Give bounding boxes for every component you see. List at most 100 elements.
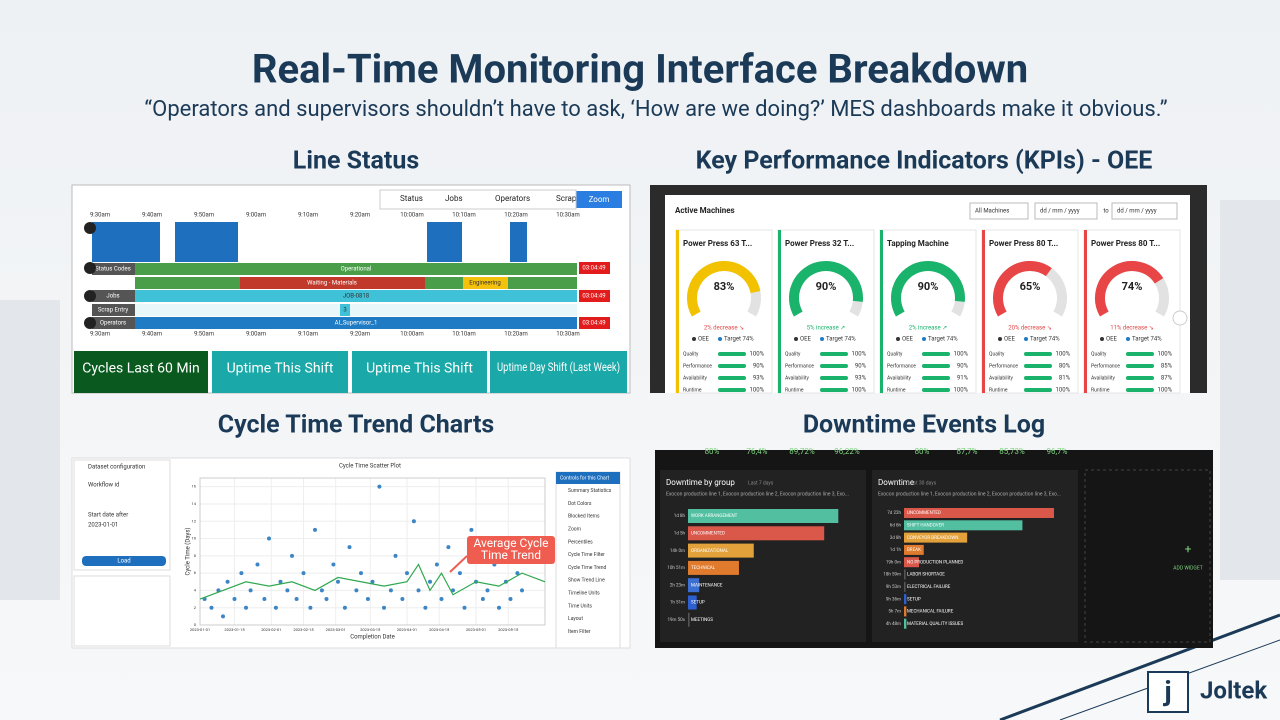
metric-value: 100% [851,351,866,358]
point [382,605,386,610]
dropdown[interactable] [969,202,1029,220]
time-label: 9:50am [194,212,214,219]
top-metric: 76,4% [747,447,768,456]
x-tick-label: 2023-01-01 [190,627,210,632]
zoom-button[interactable] [576,191,622,208]
time-label: 10:00am [400,331,423,338]
point [411,519,416,524]
metric-bar [1126,388,1154,392]
metric-name: Quality [887,351,903,357]
accent-line [999,613,1280,720]
bg-shape [1220,200,1280,580]
date-input[interactable] [1034,202,1098,220]
control-item: Cycle Time Trend [568,565,606,571]
metric-name: Quality [785,351,801,357]
point [255,562,260,567]
row-label: Status Codes [95,266,131,273]
legend: Target 74% [826,336,856,343]
load-button[interactable] [82,556,166,566]
quote: “Operators and supervisors shouldn’t hav… [144,97,1167,122]
to: to [1103,208,1109,215]
point [347,545,352,550]
card-accent [1084,230,1087,393]
y-tick-label: 10 [192,536,197,541]
time-label: 10:10am [452,212,475,219]
row-label-bg [92,304,135,316]
sidebar-text: Load [117,558,130,565]
row-label-bg [92,290,135,302]
sidebar-text: Workflow id [88,482,119,489]
point [262,597,267,602]
metric-name: Runtime [887,387,906,393]
metric-value: 100% [749,387,764,394]
timer-bg [579,317,610,329]
time-label: 10:10am [452,331,475,338]
legend-dot [922,337,926,341]
reason: UNCOMMENTED [691,530,725,536]
x-tick-label: 2023-05-15 [498,627,519,632]
widget-title: Downtime [878,478,914,487]
y-tick-label: 4 [194,587,197,592]
toolbar [379,189,577,210]
machine-name: Power Press 63 T... [683,239,752,248]
point [428,579,432,584]
time-label: 9:10am [298,212,318,219]
time-label: 9:00am [246,331,266,338]
metric-name: Runtime [683,387,702,393]
point [294,597,299,602]
point [239,571,244,576]
legend-dot [692,337,696,341]
time-label: 9:20am [350,331,370,338]
time-label: 10:00am [400,212,423,219]
duration: 7d 22h [887,510,901,516]
timer-bg [579,290,610,302]
logo-mark: j [1162,674,1171,707]
metric-value: 90% [753,363,765,370]
reason: NO PRODUCTION PLANNED [907,559,963,565]
machine-name: Power Press 32 T... [785,239,854,248]
legend-dot [794,337,798,341]
metric-value: 80% [1059,363,1071,370]
legend: OEE [1106,336,1118,343]
y-tick-label: 6 [194,570,197,575]
y-tick-label: 14 [192,501,197,506]
x-tick-label: 2023-03-15 [360,627,381,632]
kpi-button[interactable] [352,351,487,393]
dropdown-text: All Machines [975,208,1009,215]
metric-name: Runtime [989,387,1008,393]
control-item: Percentiles [568,539,593,545]
add-widget[interactable] [1084,469,1211,643]
metric-bar [718,388,746,392]
annotation: Average Cycle [473,536,548,550]
metric-value: 93% [753,375,765,382]
metric-name: Quality [683,351,699,357]
kpi-button[interactable] [490,351,627,393]
downtime-bar [904,544,924,555]
x-tick-label: 2023-04-01 [397,627,417,632]
machine-name: Power Press 80 T... [989,239,1058,248]
point [485,588,490,593]
metric-value: 90% [855,363,867,370]
heading: Active Machines [675,206,735,215]
date-input[interactable] [1111,202,1178,220]
time-label: 9:40am [142,331,162,338]
card-accent [982,230,985,393]
metric-name: Runtime [785,387,804,393]
legend: OEE [1004,336,1016,343]
status-bar [135,263,577,275]
metric-name: Performance [683,362,712,369]
metric-value: 91% [957,375,969,382]
toolbar-item: Operators [495,194,530,203]
carousel-next[interactable] [1172,310,1188,326]
widget-title: Downtime by group [666,478,735,487]
kpi-button[interactable] [212,351,348,393]
brand: Joltek [1200,676,1268,704]
kpi-button[interactable] [74,351,208,393]
section-title: Key Performance Indicators (KPIs) - OEE [696,147,1153,176]
x-tick-label: 2023-02-01 [261,627,281,632]
widget-subtitle: Exocon production line 1, Exocon product… [878,491,1061,497]
downtime-bar [688,595,697,610]
status-text: Waiting - Materials [307,280,357,287]
status-bar [240,277,425,289]
time-label: 9:10am [298,331,318,338]
